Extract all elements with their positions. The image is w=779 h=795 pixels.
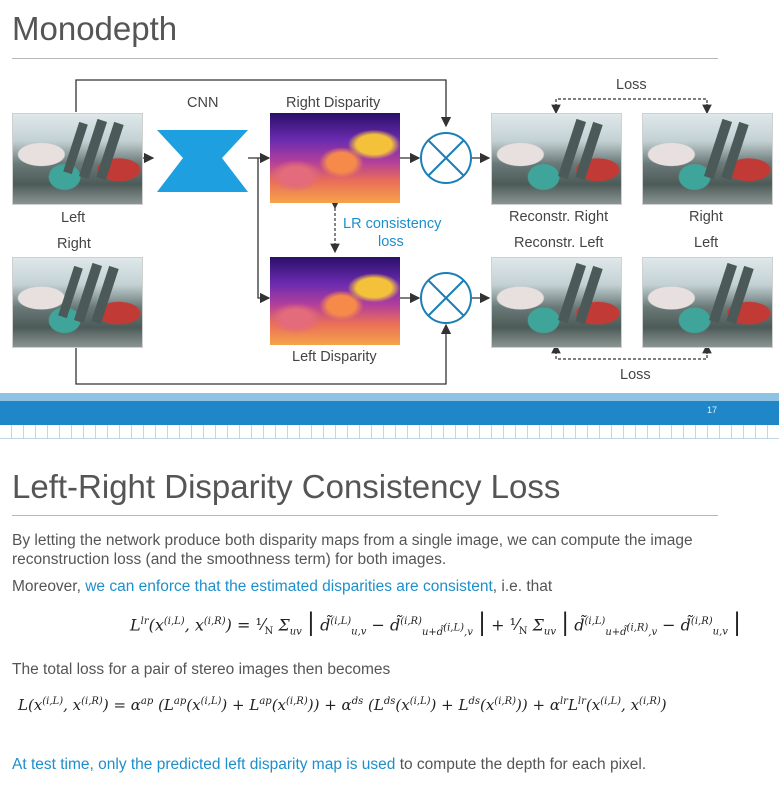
paragraph-2-prefix: Moreover, [12,578,86,595]
paragraph-4-suffix: to compute the depth for each pixel. [395,756,647,773]
loss-label-bottom: Loss [620,367,651,383]
reconstructed-left-image [491,257,622,348]
slide2-title: Left-Right Disparity Consistency Loss [12,468,561,505]
loss-label-top: Loss [616,77,647,93]
right-input-image [12,257,143,348]
reconstructed-right-image [491,113,622,205]
paragraph-4: At test time, only the predicted left di… [12,755,646,774]
left-disparity-map [270,257,400,345]
slide1-title: Monodepth [12,10,178,47]
right-target-label: Right [689,209,723,225]
title-divider-2 [12,515,718,516]
footer-band-light [0,393,779,401]
test-time-highlight: At test time, only the predicted left di… [12,756,396,773]
left-input-image [12,113,143,205]
title-divider [12,58,718,59]
cnn-label: CNN [187,95,219,111]
right-disparity-label: Right Disparity [286,95,381,111]
left-target-image [642,257,773,348]
diagram-connectors [75,79,712,385]
left-image-label: Left [61,210,86,226]
page-number: 17 [706,405,717,415]
reconstr-right-label: Reconstr. Right [509,209,609,225]
right-image-label: Right [57,236,91,252]
paragraph-1: By letting the network produce both disp… [12,532,693,568]
multiply-node-bottom [420,272,472,324]
right-disparity-map [270,113,400,203]
right-target-image [642,113,773,205]
total-loss-equation: L(x(i,L), x(i,R)) = αap (Lap(x(i,L)) + L… [18,696,667,714]
left-target-label: Left [694,235,719,251]
slide-separator [0,425,779,439]
cnn-shape [157,130,248,192]
reconstr-left-label: Reconstr. Left [514,235,604,251]
paragraph-2: Moreover, we can enforce that the estima… [12,577,552,596]
lr-consistency-label-line2: loss [378,234,404,250]
lr-consistency-equation: Llr(x(i,L), x(i,R)) = ¹⁄N Σuv | d̃(i,L)u… [130,608,742,638]
consistency-highlight: we can enforce that the estimated dispar… [85,578,493,595]
paragraph-3: The total loss for a pair of stereo imag… [12,661,391,678]
footer-band [0,401,779,425]
lr-consistency-label: LR consistency [343,216,442,232]
paragraph-2-suffix: , i.e. that [492,578,553,595]
multiply-node-top [420,132,472,184]
left-disparity-label: Left Disparity [292,349,377,365]
